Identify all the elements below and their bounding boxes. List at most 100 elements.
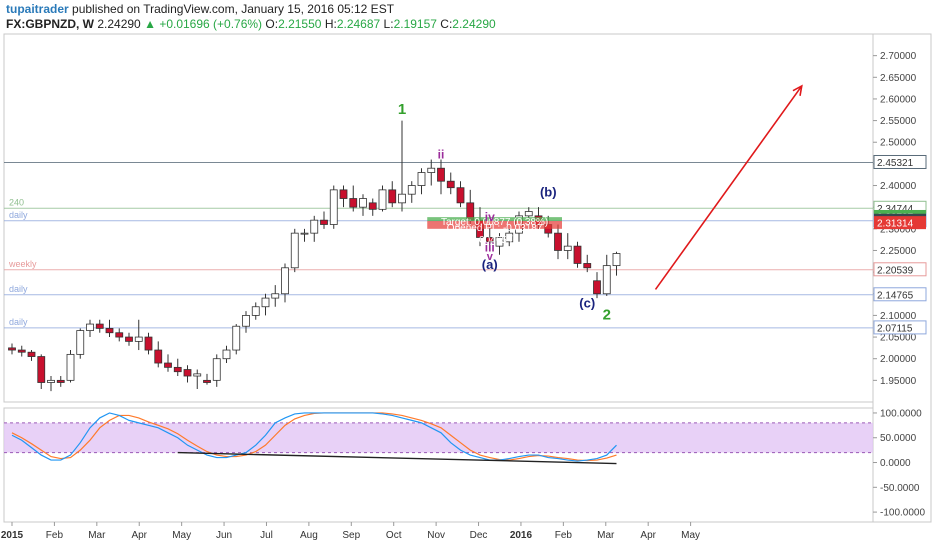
wave-label: v xyxy=(487,251,494,263)
candle-bull xyxy=(495,237,504,247)
candle-bear xyxy=(164,362,172,368)
target-label: Target: 0.00877 (0.38%) xyxy=(441,217,548,228)
author-link[interactable]: tupaitrader xyxy=(6,2,69,16)
level-label: weekly xyxy=(8,259,37,269)
wave-label: iv xyxy=(485,210,495,224)
stoch-tick-label: 50.0000 xyxy=(880,433,917,444)
level-axis-badge xyxy=(873,262,927,277)
stop-label: Stop: 0.00465 (0.20%) xyxy=(445,235,545,246)
time-tick-label: Feb xyxy=(46,530,64,541)
time-tick-label: Apr xyxy=(131,530,147,541)
candle-bear xyxy=(573,245,582,264)
time-tick-label: Aug xyxy=(300,530,318,541)
candle-bear xyxy=(349,198,358,208)
divergence-line xyxy=(177,451,617,465)
wave-label: (b) xyxy=(540,184,557,199)
high-value: 2.24687 xyxy=(336,17,381,31)
wave-label: (c) xyxy=(579,296,595,311)
opened-pl-label: Opened PL: -0.03187 xyxy=(447,223,543,234)
price-tick-label: 2.05000 xyxy=(880,333,917,344)
candle-bull xyxy=(66,353,75,381)
level-label: daily xyxy=(9,210,28,220)
stop-zone xyxy=(427,221,562,229)
wave-label: 2 xyxy=(603,307,611,324)
close-value: 2.24290 xyxy=(452,17,496,31)
price-tick-label: 2.55000 xyxy=(880,116,917,127)
candle-bear xyxy=(183,369,192,377)
candle-bear xyxy=(485,237,494,243)
symbol-label: FX:GBPNZD, W xyxy=(6,17,94,31)
publish-info: tupaitrader published on TradingView.com… xyxy=(6,2,394,16)
price-axis-badge xyxy=(874,216,926,230)
time-tick-label: Jun xyxy=(216,530,232,541)
candle-bull xyxy=(427,167,436,173)
time-tick-label: 2016 xyxy=(510,530,533,541)
candle-bull xyxy=(222,349,231,360)
wave-label: (a) xyxy=(482,257,498,272)
candle-bear xyxy=(115,332,124,338)
level-label: daily xyxy=(9,284,28,294)
candle-bear xyxy=(37,356,46,383)
low-value: 2.19157 xyxy=(393,17,437,31)
candle-bear xyxy=(144,336,153,351)
high-label: H: xyxy=(324,17,337,31)
candle-bull xyxy=(505,232,514,243)
candle-bull xyxy=(261,297,270,308)
last-price: 2.24290 xyxy=(97,17,141,31)
candle-bear xyxy=(339,189,348,199)
candle-bull xyxy=(193,373,202,377)
triangle-up-icon: ▲ xyxy=(144,17,156,31)
candle-bear xyxy=(8,347,16,351)
level-axis-badge xyxy=(873,287,927,302)
price-tick-label: 1.95000 xyxy=(880,376,917,387)
candle-bear xyxy=(446,180,455,189)
candle-bear xyxy=(95,323,104,329)
candle-bear xyxy=(203,379,211,383)
price-tick-label: 2.60000 xyxy=(880,94,917,105)
arrow-head xyxy=(792,84,803,96)
candle-bear xyxy=(554,232,562,251)
time-tick-label: Jul xyxy=(260,530,273,541)
price-tick-label: 2.25000 xyxy=(880,246,917,257)
candle-bull xyxy=(300,232,309,235)
candle-bull xyxy=(417,172,426,186)
candle-bull xyxy=(407,185,416,195)
candle-bear xyxy=(105,327,114,334)
stoch-k-line xyxy=(11,412,617,462)
level-axis-label: 2.14765 xyxy=(877,290,914,301)
time-tick-label: Oct xyxy=(386,530,402,541)
stoch-tick-label: 100.0000 xyxy=(880,408,922,419)
time-tick-label: Apr xyxy=(640,530,656,541)
candle-bear xyxy=(456,187,465,204)
level-label: daily xyxy=(9,317,28,327)
time-tick-label: May xyxy=(172,530,191,541)
candle-bear xyxy=(27,351,36,357)
candle-bull xyxy=(524,211,533,217)
symbol-info: FX:GBPNZD, W 2.24290 ▲ +0.01696 (+0.76%)… xyxy=(6,17,496,31)
price-tick-label: 2.40000 xyxy=(880,181,917,192)
level-axis-label: 2.34744 xyxy=(877,204,914,215)
candle-bull xyxy=(86,323,94,331)
price-tick-label: 2.65000 xyxy=(880,73,917,84)
candle-bull xyxy=(378,189,387,210)
target-zone xyxy=(427,217,562,222)
level-axis-badge xyxy=(873,154,927,169)
low-label: L: xyxy=(383,17,394,31)
candle-bear xyxy=(17,349,26,353)
candle-bear xyxy=(320,219,328,225)
time-tick-label: May xyxy=(681,530,700,541)
candle-bull xyxy=(212,358,221,381)
candle-bull xyxy=(329,189,338,225)
open-value: 2.21550 xyxy=(278,17,322,31)
stoch-tick-label: -100.0000 xyxy=(880,508,925,519)
price-tick-label: 2.00000 xyxy=(880,354,917,365)
candle-bull xyxy=(310,219,319,234)
time-tick-label: Nov xyxy=(427,530,445,541)
candle-bear xyxy=(125,336,133,342)
price-tick-label: 2.10000 xyxy=(880,311,917,322)
candle-bull xyxy=(359,198,367,208)
candle-bull xyxy=(612,253,621,267)
candle-bull xyxy=(398,193,406,204)
price-tick-label: 2.50000 xyxy=(880,138,917,149)
